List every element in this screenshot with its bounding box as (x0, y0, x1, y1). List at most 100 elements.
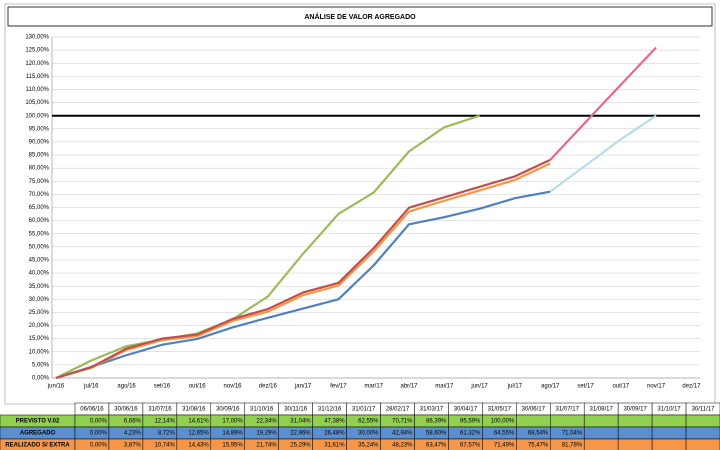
x-tick-label: out/17 (612, 384, 629, 390)
series-line (55, 162, 551, 380)
x-tick-label: set/16 (154, 384, 171, 390)
table-cell (651, 426, 687, 440)
y-tick-label: 75,00% (29, 179, 50, 185)
x-tick-label: jul/16 (83, 384, 99, 390)
table-value: 35,24% (358, 443, 379, 449)
table-value: 0,00% (90, 431, 108, 437)
y-tick-label: 70,00% (29, 192, 50, 198)
table-value: 86,39% (426, 419, 447, 425)
table-cell (685, 414, 720, 428)
table-date: 06/06/16 (80, 407, 104, 413)
y-tick-label: 30,00% (29, 297, 50, 303)
y-tick-label: 130,00% (25, 35, 49, 41)
y-tick-label: 25,00% (29, 310, 50, 316)
x-tick-label: fev/17 (330, 384, 347, 390)
chart-frame (4, 3, 716, 405)
table-value: 81,78% (562, 443, 583, 449)
table-value: 0,00% (90, 419, 108, 425)
x-tick-label: jun/16 (47, 384, 65, 390)
table-value: 68,54% (528, 431, 549, 437)
table-date: 31/03/17 (420, 407, 444, 413)
table-value: 63,47% (426, 443, 447, 449)
y-tick-label: 10,00% (29, 349, 50, 355)
y-tick-label: 50,00% (29, 244, 50, 250)
table-value: 6,66% (124, 419, 142, 425)
x-tick-label: ago/16 (117, 384, 136, 390)
table-value: 12,14% (154, 419, 175, 425)
series-line (55, 114, 480, 379)
table-value: 100,00% (491, 419, 515, 425)
table-value: 14,43% (188, 443, 209, 449)
chart-title: ANÁLISE DE VALOR AGREGADO (304, 12, 416, 21)
x-tick-label: nov/17 (647, 384, 666, 390)
table-value: 22,96% (290, 431, 311, 437)
y-tick-label: 95,00% (29, 126, 50, 132)
table-value: 47,38% (324, 419, 345, 425)
title-box (7, 6, 713, 27)
table-cell (651, 438, 687, 450)
table-date: 31/10/17 (657, 407, 681, 413)
y-tick-label: 120,00% (25, 61, 49, 67)
table-cell (516, 414, 551, 428)
table-value: 26,48% (324, 431, 345, 437)
table-date: 31/01/17 (352, 407, 376, 413)
table-cell (651, 414, 687, 428)
table-cell (617, 438, 653, 450)
table-cell (685, 438, 720, 450)
x-tick-label: mar/17 (364, 384, 383, 390)
table-value: 64,55% (494, 431, 515, 437)
table-value: 14,61% (188, 419, 209, 425)
table-value: 4,23% (124, 431, 142, 437)
table-value: 22,34% (256, 419, 277, 425)
series-line (549, 46, 657, 161)
table-date: 31/08/16 (182, 407, 206, 413)
x-tick-label: jun/17 (470, 384, 488, 390)
table-cell (685, 426, 720, 440)
table-value: 62,55% (358, 419, 379, 425)
table-cell (550, 414, 585, 428)
table-row-name: AGREGADO (20, 431, 56, 437)
series-line (55, 190, 551, 380)
table-value: 42,94% (392, 431, 413, 437)
table-value: 70,71% (392, 419, 413, 425)
table-value: 58,60% (426, 431, 447, 437)
y-tick-label: 15,00% (29, 336, 50, 342)
y-tick-label: 115,00% (26, 74, 50, 80)
table-date: 30/11/17 (692, 407, 716, 413)
table-value: 30,00% (358, 431, 379, 437)
table-cell (583, 414, 619, 428)
table-value: 71,49% (494, 443, 515, 449)
table-date: 30/04/17 (454, 407, 478, 413)
y-tick-label: 60,00% (29, 218, 50, 224)
table-cell (583, 438, 619, 450)
table-value: 25,29% (290, 443, 311, 449)
table-cell (583, 426, 619, 440)
table-date: 31/07/17 (556, 407, 580, 413)
x-tick-label: abr/17 (400, 384, 418, 390)
x-tick-label: jan/17 (294, 384, 312, 390)
table-date: 30/06/16 (114, 407, 138, 413)
y-tick-label: 80,00% (29, 166, 50, 172)
table-value: 19,29% (256, 431, 277, 437)
table-value: 67,57% (460, 443, 481, 449)
x-tick-label: jul/17 (507, 384, 523, 390)
table-value: 48,23% (392, 443, 413, 449)
table-row-name: REALIZADO S/ EXTRA (5, 443, 70, 449)
y-tick-label: 5,00% (32, 362, 50, 368)
table-date: 28/02/17 (386, 407, 410, 413)
x-tick-label: dez/16 (259, 384, 278, 390)
y-tick-label: 105,00% (25, 100, 49, 106)
x-tick-label: nov/16 (223, 384, 242, 390)
y-tick-label: 35,00% (29, 284, 50, 290)
table-value: 3,87% (124, 443, 142, 449)
table-value: 8,72% (158, 431, 176, 437)
series-line (549, 114, 657, 193)
table-value: 21,74% (256, 443, 277, 449)
x-tick-label: out/16 (189, 384, 206, 390)
x-tick-label: mai/17 (435, 384, 454, 390)
y-tick-label: 20,00% (29, 323, 50, 329)
table-date: 31/08/17 (590, 407, 614, 413)
table-value: 31,61% (324, 443, 345, 449)
